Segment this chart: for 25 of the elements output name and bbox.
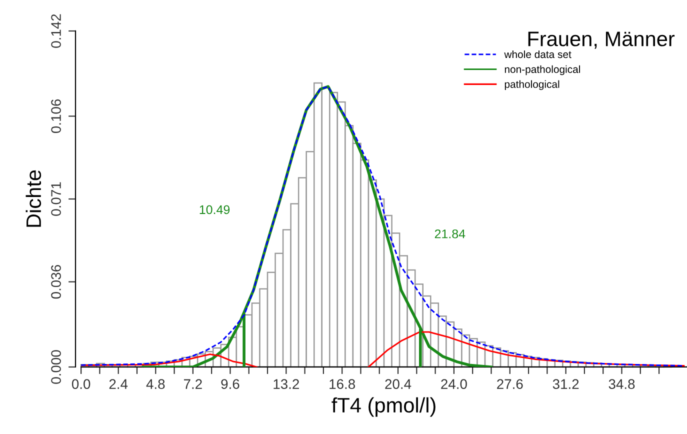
y-tick-label: 0.142 <box>51 14 61 48</box>
x-tick-label: 13.2 <box>274 379 299 389</box>
x-tick-label: 7.2 <box>184 379 202 389</box>
y-tick-label: 0.071 <box>51 182 61 216</box>
x-tick-label: 24.0 <box>441 379 467 389</box>
x-axis-title: fT4 (pmol/l) <box>332 397 436 417</box>
legend-label: whole data set <box>504 50 572 58</box>
x-tick-label: 4.8 <box>146 379 165 389</box>
y-tick-label: 0.036 <box>51 265 61 299</box>
y-tick-label: 0.106 <box>51 99 61 134</box>
legend-label: pathological <box>504 80 560 90</box>
x-tick-label: 34.8 <box>608 379 635 389</box>
annotation: 10.49 <box>200 205 230 214</box>
x-tick-label: 0.0 <box>72 379 90 389</box>
legend-label: non-pathological <box>504 65 580 76</box>
y-tick-label: 0.000 <box>51 350 61 384</box>
x-tick-label: 16.8 <box>330 379 355 389</box>
chart-title: Frauen, Männer <box>528 32 675 49</box>
x-tick-label: 9.6 <box>221 379 240 389</box>
x-tick-label: 27.6 <box>497 379 523 389</box>
x-tick-label: 20.4 <box>385 379 412 389</box>
x-tick-label: 2.4 <box>109 379 128 389</box>
x-tick-label: 31.2 <box>552 379 579 389</box>
annotation: 21.84 <box>434 229 466 238</box>
y-axis-title: Dichte <box>26 170 42 227</box>
